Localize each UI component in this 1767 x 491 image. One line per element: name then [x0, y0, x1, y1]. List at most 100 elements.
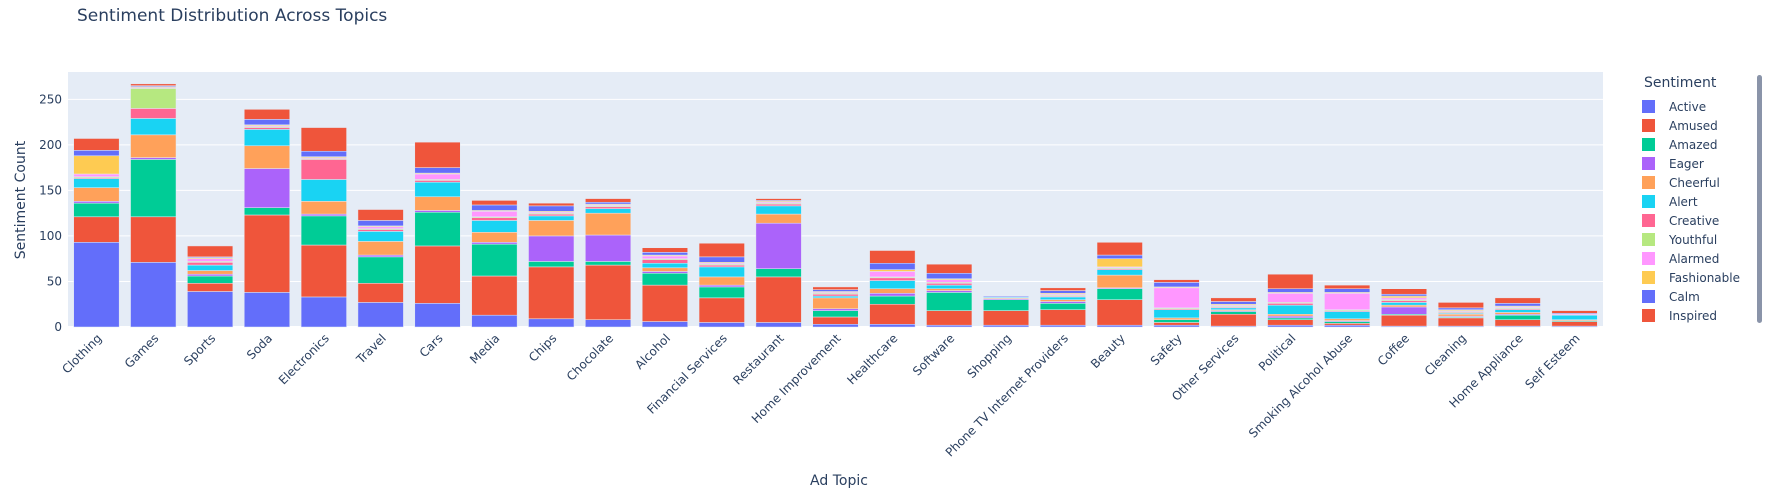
- bar-segment[interactable]: [1381, 306, 1428, 315]
- bar-segment[interactable]: [243, 207, 290, 216]
- bar-segment[interactable]: [471, 275, 518, 316]
- bar-segment[interactable]: [187, 262, 234, 266]
- bar-segment[interactable]: [926, 283, 973, 286]
- legend-item[interactable]: Cheerful: [1632, 173, 1760, 192]
- bar-segment[interactable]: [1494, 314, 1541, 320]
- bar-segment[interactable]: [755, 205, 802, 215]
- bar-segment[interactable]: [1324, 311, 1371, 320]
- bar-segment[interactable]: [1437, 317, 1484, 327]
- bar-segment[interactable]: [1324, 318, 1371, 321]
- bar-segment[interactable]: [528, 318, 575, 328]
- bar-segment[interactable]: [130, 157, 177, 160]
- bar-segment[interactable]: [300, 201, 347, 215]
- bar-segment[interactable]: [1494, 319, 1541, 327]
- bar-segment[interactable]: [130, 134, 177, 158]
- bar-segment[interactable]: [869, 277, 916, 281]
- bar-segment[interactable]: [1096, 258, 1143, 268]
- bar-segment[interactable]: [812, 293, 859, 297]
- bar-segment[interactable]: [528, 261, 575, 268]
- bar-segment[interactable]: [1381, 304, 1428, 308]
- bar-segment[interactable]: [641, 267, 688, 272]
- bar-segment[interactable]: [1267, 304, 1314, 315]
- bar-segment[interactable]: [1381, 302, 1428, 306]
- bar-segment[interactable]: [471, 204, 518, 211]
- bar-segment[interactable]: [1494, 309, 1541, 313]
- bar-segment[interactable]: [698, 322, 745, 328]
- bar-segment[interactable]: [698, 242, 745, 258]
- bar-segment[interactable]: [414, 181, 461, 198]
- bar-segment[interactable]: [187, 264, 234, 271]
- bar-segment[interactable]: [1096, 288, 1143, 300]
- bar-segment[interactable]: [983, 295, 1030, 298]
- bar-segment[interactable]: [585, 319, 632, 328]
- bar-segment[interactable]: [926, 290, 973, 293]
- bar-segment[interactable]: [357, 231, 404, 242]
- bar-segment[interactable]: [1551, 310, 1598, 314]
- bar-segment[interactable]: [528, 205, 575, 212]
- bar-segment[interactable]: [926, 273, 973, 279]
- bar-segment[interactable]: [1381, 314, 1428, 327]
- bar-segment[interactable]: [414, 141, 461, 168]
- bar-segment[interactable]: [73, 187, 120, 202]
- bar-segment[interactable]: [812, 286, 859, 290]
- bar-segment[interactable]: [1494, 303, 1541, 307]
- bar-segment[interactable]: [1210, 301, 1257, 305]
- bar-segment[interactable]: [1153, 309, 1200, 319]
- bar-segment[interactable]: [755, 213, 802, 224]
- bar-segment[interactable]: [641, 259, 688, 264]
- bar-segment[interactable]: [73, 173, 120, 177]
- bar-segment[interactable]: [1494, 297, 1541, 304]
- bar-segment[interactable]: [1267, 293, 1314, 303]
- bar-segment[interactable]: [755, 198, 802, 201]
- legend-item[interactable]: Amused: [1632, 116, 1760, 135]
- bar-segment[interactable]: [187, 273, 234, 277]
- bar-segment[interactable]: [73, 201, 120, 204]
- bar-segment[interactable]: [641, 273, 688, 286]
- bar-segment[interactable]: [528, 215, 575, 221]
- bar-segment[interactable]: [641, 263, 688, 269]
- bar-segment[interactable]: [755, 276, 802, 323]
- bar-segment[interactable]: [528, 220, 575, 237]
- bar-segment[interactable]: [641, 252, 688, 256]
- bar-segment[interactable]: [187, 258, 234, 262]
- bar-segment[interactable]: [357, 220, 404, 227]
- bar-segment[interactable]: [1210, 314, 1257, 327]
- bar-segment[interactable]: [1267, 303, 1314, 306]
- bar-segment[interactable]: [130, 216, 177, 263]
- bar-segment[interactable]: [414, 303, 461, 328]
- bar-segment[interactable]: [585, 208, 632, 214]
- bar-segment[interactable]: [1267, 317, 1314, 320]
- bar-segment[interactable]: [414, 245, 461, 304]
- legend-item[interactable]: Calm: [1632, 287, 1760, 306]
- bar-segment[interactable]: [1096, 274, 1143, 289]
- bar-segment[interactable]: [187, 275, 234, 284]
- bar-segment[interactable]: [1324, 324, 1371, 328]
- bar-segment[interactable]: [585, 261, 632, 266]
- bar-segment[interactable]: [1381, 293, 1428, 297]
- bar-segment[interactable]: [471, 220, 518, 233]
- bar-segment[interactable]: [357, 241, 404, 256]
- bar-segment[interactable]: [187, 270, 234, 275]
- bar-segment[interactable]: [243, 168, 290, 208]
- legend-scrollbar[interactable]: [1757, 75, 1762, 323]
- bar-segment[interactable]: [641, 247, 688, 253]
- bar-segment[interactable]: [983, 310, 1030, 326]
- bar-segment[interactable]: [869, 288, 916, 294]
- bar-segment[interactable]: [300, 150, 347, 157]
- bar-segment[interactable]: [755, 322, 802, 328]
- bar-segment[interactable]: [300, 296, 347, 328]
- bar-segment[interactable]: [528, 202, 575, 207]
- bar-segment[interactable]: [1324, 284, 1371, 290]
- bar-segment[interactable]: [414, 210, 461, 213]
- bar-segment[interactable]: [414, 167, 461, 174]
- bar-segment[interactable]: [698, 256, 745, 263]
- bar-segment[interactable]: [300, 213, 347, 217]
- bar-segment[interactable]: [1437, 314, 1484, 317]
- bar-segment[interactable]: [1039, 301, 1086, 304]
- bar-segment[interactable]: [869, 250, 916, 264]
- bar-segment[interactable]: [300, 215, 347, 246]
- bar-segment[interactable]: [1096, 299, 1143, 326]
- bar-segment[interactable]: [869, 271, 916, 278]
- bar-segment[interactable]: [471, 217, 518, 221]
- bar-segment[interactable]: [585, 212, 632, 236]
